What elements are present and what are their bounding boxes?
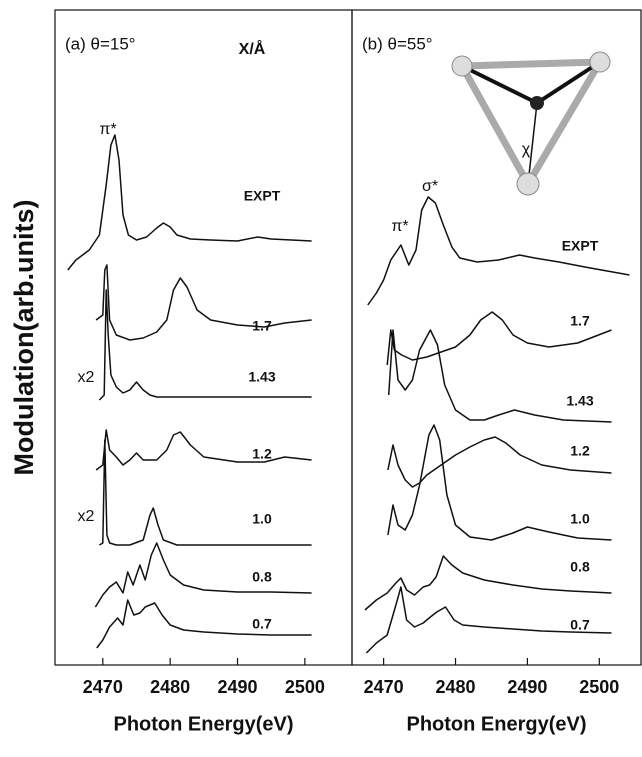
spectrum-line [99, 439, 312, 546]
spectrum-line [67, 134, 312, 271]
x-tick-label: 2480 [435, 677, 475, 697]
series-label: EXPT [562, 238, 599, 254]
annotation: σ* [422, 178, 438, 195]
x-tick-label: 2490 [507, 677, 547, 697]
series-label: 1.2 [570, 443, 590, 459]
bond [458, 64, 532, 186]
series-label: 0.8 [570, 559, 590, 575]
spectrum-line [96, 599, 312, 649]
spectrum-line [365, 586, 612, 654]
series-label: 1.43 [566, 393, 593, 409]
series-label: 0.7 [252, 616, 272, 632]
atom [516, 172, 540, 196]
spectrum-line [98, 289, 312, 401]
annotation: χ [522, 141, 531, 158]
bond [535, 60, 602, 105]
bond [461, 58, 601, 70]
x-axis-label: Photon Energy(eV) [406, 713, 586, 735]
x-tick-label: 2500 [285, 677, 325, 697]
spectrum-line [95, 264, 312, 341]
x-tick-label: 2480 [150, 677, 190, 697]
annotation: π* [391, 218, 408, 235]
series-label: 0.7 [570, 617, 590, 633]
spectrum-line [387, 436, 612, 488]
plot-frame [351, 9, 642, 666]
annotation: x2 [78, 369, 95, 386]
annotation: π* [99, 121, 116, 138]
x-tick-label: 2470 [364, 677, 404, 697]
y-axis-label: Modulation(arb.units) [9, 200, 39, 476]
series-label: 1.2 [252, 446, 272, 462]
series-label: 1.7 [252, 318, 272, 334]
series-label: 0.8 [252, 569, 272, 585]
x-axis-label: Photon Energy(eV) [113, 713, 293, 735]
annotation: x2 [78, 508, 95, 525]
inset-structure [451, 51, 611, 196]
chart-title: (a) θ=15° [65, 34, 136, 53]
spectrum-line [386, 311, 612, 366]
bond [461, 64, 538, 105]
spectrum-line [367, 196, 630, 306]
x-tick-label: 2500 [579, 677, 619, 697]
spectrum-line [94, 542, 312, 608]
spectrum-line [364, 555, 612, 611]
series-label: 1.0 [252, 511, 272, 527]
annotation: X/Å [239, 39, 266, 58]
atom [451, 55, 473, 77]
bond [527, 102, 538, 185]
atom [589, 51, 611, 73]
x-tick-label: 2470 [83, 677, 123, 697]
bond [524, 60, 604, 186]
series-label: 1.7 [570, 313, 590, 329]
chart-title: (b) θ=55° [362, 34, 433, 53]
x-tick-label: 2490 [217, 677, 257, 697]
spectrum-line [95, 429, 312, 471]
series-label: 1.43 [248, 369, 275, 385]
atom [530, 96, 544, 110]
spectrum-line [387, 424, 612, 541]
series-label: EXPT [244, 188, 281, 204]
spectrum-line [387, 329, 612, 423]
series-label: 1.0 [570, 511, 590, 527]
